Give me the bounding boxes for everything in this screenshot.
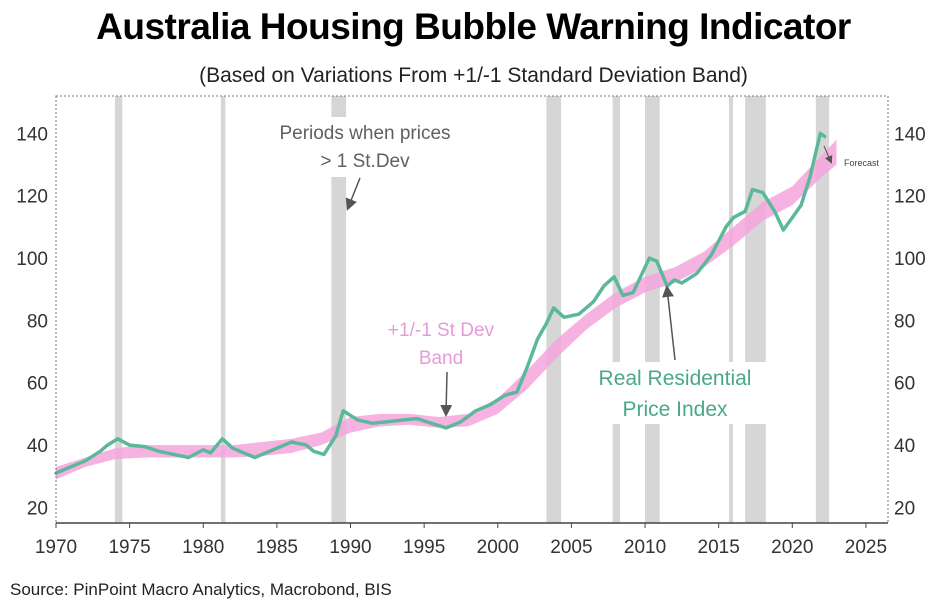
y-tick-label-right-80: 80 — [894, 311, 915, 332]
shaded-period-7 — [745, 96, 766, 523]
plot-frame — [55, 95, 889, 524]
x-tick-label-1990: 1990 — [329, 537, 371, 558]
x-tick-label-1970: 1970 — [35, 537, 77, 558]
shaded-period-5 — [645, 96, 660, 523]
y-tick-label-right-40: 40 — [894, 436, 915, 457]
y-tick-label-right-20: 20 — [894, 498, 915, 519]
chart-subtitle: (Based on Variations From +1/-1 Standard… — [199, 64, 748, 87]
chart-title: Australia Housing Bubble Warning Indicat… — [96, 6, 851, 47]
y-tick-label-right-60: 60 — [894, 374, 915, 395]
forecast-arrow — [823, 145, 833, 164]
x-tick-label-1980: 1980 — [182, 537, 224, 558]
axes: 1970 1975 1980 1985 1990 1995 2000 2005 2010 2015… — [16, 124, 925, 558]
shaded-period-4 — [612, 96, 620, 523]
band-label-arrow — [440, 371, 453, 417]
band-label-line2: Band — [419, 348, 463, 369]
forecast-label: Forecast — [844, 158, 880, 168]
y-tick-label-left-140: 140 — [16, 124, 48, 145]
y-tick-label-right-100: 100 — [894, 249, 926, 270]
x-tick-label-2005: 2005 — [550, 537, 592, 558]
shade-label-line1: Periods when prices — [279, 123, 450, 144]
series-label-line2: Price Index — [622, 398, 728, 421]
shade-label-arrow — [345, 177, 361, 211]
y-tick-label-left-100: 100 — [16, 249, 48, 270]
series-label-arrow — [662, 285, 676, 361]
x-tick-label-1975: 1975 — [108, 537, 150, 558]
y-tick-label-right-140: 140 — [894, 124, 926, 145]
y-tick-label-left-60: 60 — [27, 374, 48, 395]
series-label-line1: Real Residential — [599, 367, 752, 390]
band-label-line1: +1/-1 St Dev — [388, 320, 495, 341]
x-tick-label-2015: 2015 — [698, 537, 740, 558]
y-tick-label-left-40: 40 — [27, 436, 48, 457]
y-tick-label-left-80: 80 — [27, 311, 48, 332]
x-tick-label-2025: 2025 — [845, 537, 887, 558]
shade-label-line2: > 1 St.Dev — [320, 151, 410, 172]
shade-label-background — [258, 117, 472, 177]
series-line-0 — [54, 131, 827, 475]
y-tick-label-left-120: 120 — [16, 187, 48, 208]
series-layer — [54, 131, 827, 475]
shaded-period-8 — [815, 96, 830, 523]
shaded-period-1 — [220, 96, 226, 523]
y-tick-label-left-20: 20 — [27, 498, 48, 519]
x-tick-label-2020: 2020 — [771, 537, 813, 558]
y-tick-label-right-120: 120 — [894, 187, 926, 208]
shaded-period-6 — [728, 96, 733, 523]
x-tick-label-1995: 1995 — [403, 537, 445, 558]
x-tick-label-2000: 2000 — [477, 537, 519, 558]
series-label-background — [586, 362, 766, 424]
source-note: Source: PinPoint Macro Analytics, Macrob… — [10, 580, 392, 599]
shaded-period-0 — [114, 96, 123, 523]
x-tick-label-2010: 2010 — [624, 537, 666, 558]
x-tick-label-1985: 1985 — [256, 537, 298, 558]
annotations: Periods when prices > 1 St.Dev +1/-1 St … — [258, 117, 880, 424]
